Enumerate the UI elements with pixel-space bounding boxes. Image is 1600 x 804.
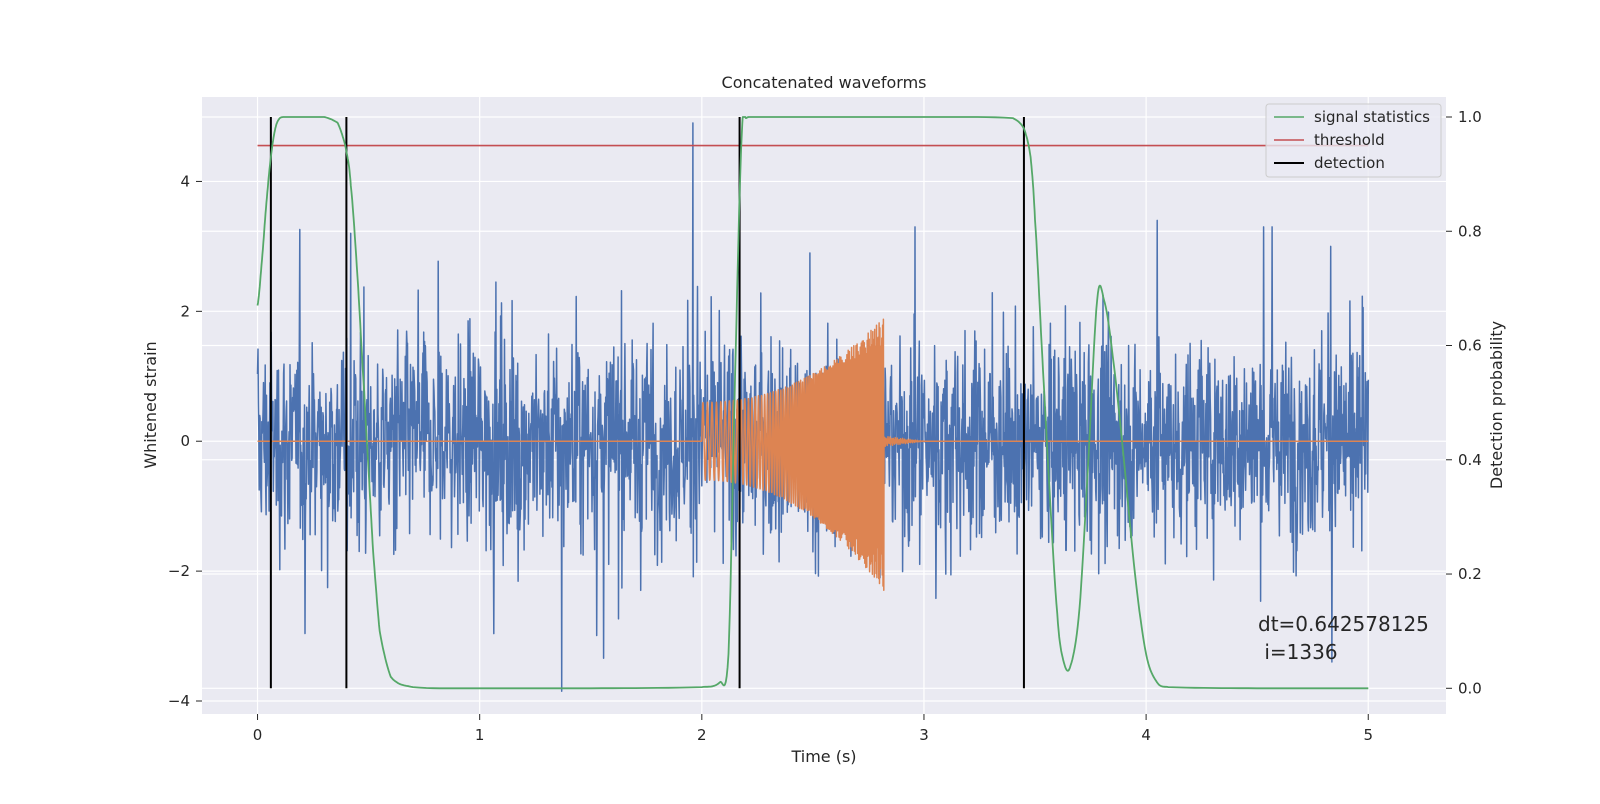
x-tick-label: 0 — [253, 726, 263, 744]
x-tick-label: 4 — [1141, 726, 1151, 744]
tick-labels: 0 1 2 3 4 5 −4 −2 0 2 4 0.0 0.2 0.4 0.6 0.8 1.0 — [168, 108, 1482, 744]
y-axis-label-right: Detection probability — [1487, 321, 1506, 489]
legend: signal statistics threshold detection — [1265, 103, 1442, 178]
x-tick-label: 2 — [697, 726, 707, 744]
series-layer — [256, 116, 1370, 693]
y-tick-label-left: 0 — [180, 432, 190, 450]
y-tick-label-left: 2 — [180, 302, 190, 320]
chart-title: Concatenated waveforms — [722, 73, 927, 92]
y-tick-label-left: 4 — [180, 172, 190, 190]
y-tick-label-right: 0.0 — [1458, 679, 1482, 697]
x-tick-label: 1 — [475, 726, 485, 744]
y-tick-label-right: 0.8 — [1458, 222, 1482, 240]
series-strain-noise — [256, 122, 1370, 693]
annotation-i: i=1336 — [1258, 640, 1338, 664]
annotation: dt=0.642578125 i=1336 — [1258, 612, 1429, 664]
legend-label-signal: signal statistics — [1314, 108, 1430, 126]
x-tick-label: 3 — [919, 726, 929, 744]
y-tick-label-left: −2 — [168, 562, 190, 580]
legend-frame — [1265, 103, 1442, 178]
legend-label-detection: detection — [1314, 154, 1385, 172]
y-tick-label-right: 0.6 — [1458, 337, 1482, 355]
x-tick-label: 5 — [1363, 726, 1373, 744]
series-signal-statistics — [256, 116, 1369, 690]
y-axis-label-left: Whitened strain — [141, 341, 160, 468]
y-tick-label-left: −4 — [168, 692, 190, 710]
y-tick-label-right: 1.0 — [1458, 108, 1482, 126]
y-tick-label-right: 0.2 — [1458, 565, 1482, 583]
y-tick-label-right: 0.4 — [1458, 451, 1482, 469]
annotation-dt: dt=0.642578125 — [1258, 612, 1429, 636]
legend-label-threshold: threshold — [1314, 131, 1385, 149]
x-axis-label: Time (s) — [790, 747, 856, 766]
